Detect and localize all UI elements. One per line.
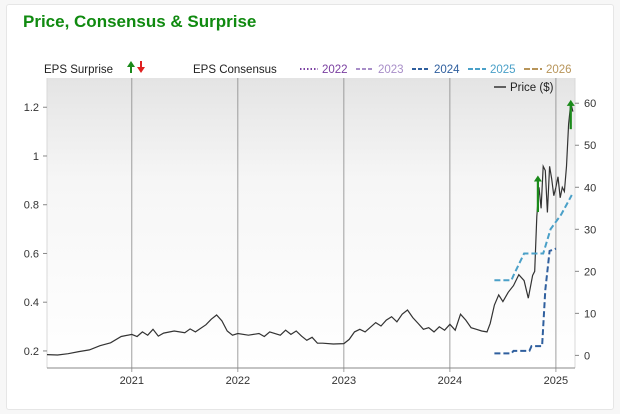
series-line-2025 bbox=[494, 194, 573, 282]
x-axis: 2021 2022 2023 2024 2025 bbox=[120, 78, 568, 387]
legend-year-2023: 2023 bbox=[378, 64, 404, 76]
x-tick-label: 2025 bbox=[544, 375, 568, 387]
legend-year-2025: 2025 bbox=[490, 64, 516, 76]
legend-eps-surprise: EPS Surprise bbox=[44, 64, 113, 76]
right-tick-label: 20 bbox=[584, 266, 596, 278]
right-tick-label: 50 bbox=[584, 140, 596, 152]
x-tick-label: 2023 bbox=[332, 375, 356, 387]
legend-price: Price ($) bbox=[494, 82, 554, 94]
left-tick-label: 0.6 bbox=[24, 248, 39, 260]
legend-year-2022: 2022 bbox=[322, 64, 348, 76]
legend-year-2024: 2024 bbox=[434, 64, 460, 76]
right-tick-label: 40 bbox=[584, 182, 596, 194]
right-tick-label: 60 bbox=[584, 98, 596, 110]
legend-consensus-years: 2022 2023 2024 2025 2026 bbox=[300, 64, 572, 76]
legend-year-2026: 2026 bbox=[546, 64, 572, 76]
legend-up-arrow-icon bbox=[127, 61, 135, 73]
x-tick-label: 2024 bbox=[438, 375, 462, 387]
left-tick-label: 0.2 bbox=[24, 346, 39, 358]
left-tick-label: 1.2 bbox=[24, 102, 39, 114]
chart-title: Price, Consensus & Surprise bbox=[23, 12, 257, 31]
left-axis: 0.2 0.4 0.6 0.8 1 1.2 bbox=[24, 102, 47, 358]
surprise-up-arrow-icon bbox=[566, 99, 575, 130]
right-axis: 0 10 20 30 40 50 60 bbox=[575, 98, 596, 362]
left-tick-label: 0.8 bbox=[24, 200, 39, 212]
series-layer bbox=[46, 103, 574, 356]
legend-price-label: Price ($) bbox=[510, 82, 554, 94]
x-tick-label: 2021 bbox=[120, 375, 144, 387]
surprise-up-arrow-icon bbox=[533, 175, 542, 213]
right-tick-label: 10 bbox=[584, 308, 596, 320]
legend-down-arrow-icon bbox=[137, 61, 145, 73]
series-line-2024 bbox=[494, 247, 557, 355]
series-line-price- bbox=[46, 103, 574, 356]
plot-area bbox=[47, 78, 575, 368]
surprise-markers bbox=[533, 99, 575, 213]
left-tick-label: 0.4 bbox=[24, 297, 39, 309]
legend-eps-consensus: EPS Consensus bbox=[193, 64, 277, 76]
right-tick-label: 30 bbox=[584, 224, 596, 236]
left-tick-label: 1 bbox=[33, 151, 39, 163]
x-tick-label: 2022 bbox=[226, 375, 250, 387]
right-tick-label: 0 bbox=[584, 350, 590, 362]
